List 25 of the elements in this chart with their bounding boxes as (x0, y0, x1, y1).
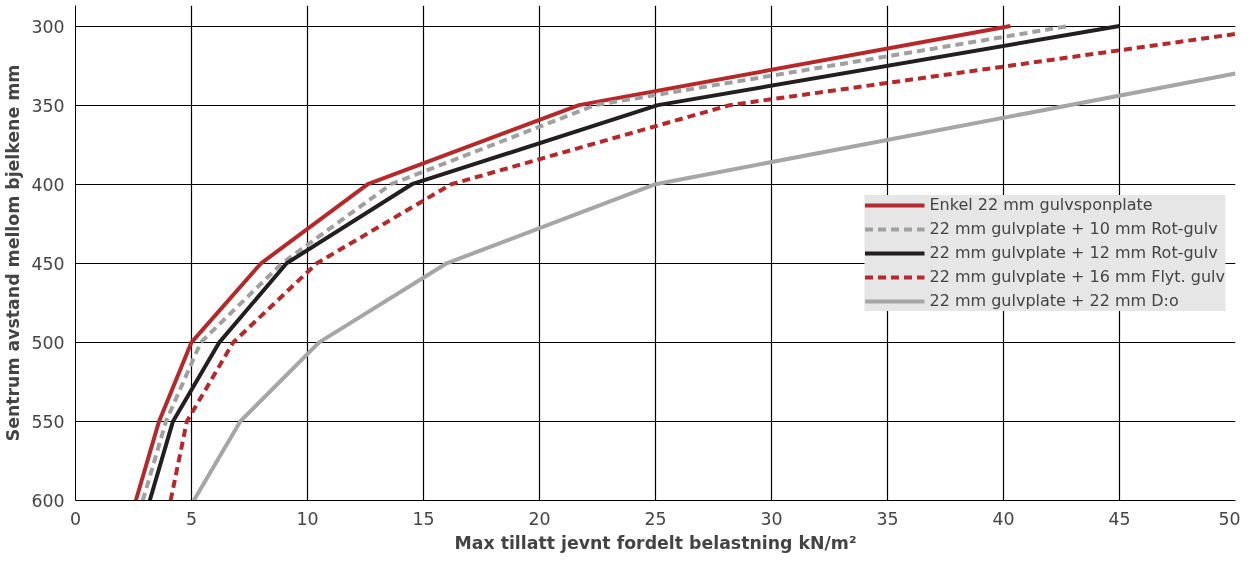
legend-label: 22 mm gulvplate + 10 mm Rot-gulv (929, 219, 1218, 238)
x-tick-label: 15 (412, 508, 435, 529)
y-tick-label: 550 (31, 411, 65, 432)
legend-label: 22 mm gulvplate + 12 mm Rot-gulv (929, 243, 1218, 262)
y-tick-label: 300 (31, 16, 65, 37)
legend-label: Enkel 22 mm gulvsponplate (929, 195, 1153, 214)
x-tick-label: 50 (1218, 508, 1241, 529)
x-axis-title: Max tillatt jevnt fordelt belastning kN/m² (454, 532, 857, 553)
y-axis-title: Sentrum avstand mellom bjelkene mm (3, 64, 24, 442)
x-tick-label: 0 (69, 508, 82, 529)
y-tick-label: 450 (31, 253, 65, 274)
y-tick-label: 500 (31, 332, 65, 353)
x-tick-label: 35 (876, 508, 899, 529)
y-tick-label: 350 (31, 95, 65, 116)
x-tick-label: 30 (760, 508, 783, 529)
y-tick-label: 400 (31, 174, 65, 195)
legend-label: 22 mm gulvplate + 22 mm D:o (929, 291, 1179, 310)
x-tick-label: 5 (185, 508, 198, 529)
legend-label: 22 mm gulvplate + 16 mm Flyt. gulv (929, 267, 1225, 286)
x-tick-label: 20 (528, 508, 551, 529)
x-tick-label: 45 (1108, 508, 1131, 529)
x-tick-label: 40 (992, 508, 1015, 529)
y-tick-label: 600 (31, 491, 65, 511)
x-tick-label: 25 (644, 508, 667, 529)
x-tick-label: 10 (296, 508, 319, 529)
